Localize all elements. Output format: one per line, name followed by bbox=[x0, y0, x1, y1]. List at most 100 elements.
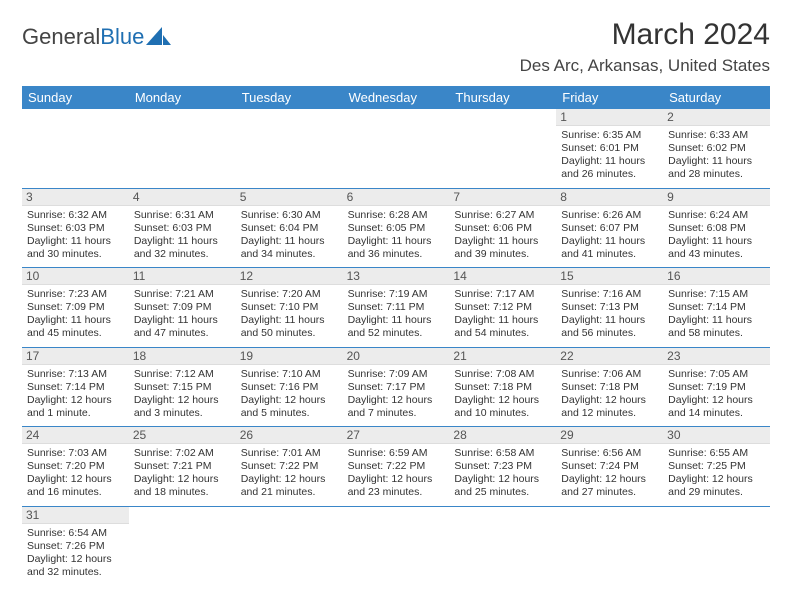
calendar-cell: 6Sunrise: 6:28 AMSunset: 6:05 PMDaylight… bbox=[343, 189, 450, 268]
daylight-text: Daylight: 12 hours and 10 minutes. bbox=[454, 394, 551, 420]
sunset-text: Sunset: 6:08 PM bbox=[668, 222, 765, 235]
day-number bbox=[236, 109, 343, 125]
day-number: 12 bbox=[236, 268, 343, 285]
sunset-text: Sunset: 7:26 PM bbox=[27, 540, 124, 553]
daylight-text: Daylight: 11 hours and 50 minutes. bbox=[241, 314, 338, 340]
day-details: Sunrise: 6:59 AMSunset: 7:22 PMDaylight:… bbox=[348, 447, 445, 500]
daylight-text: Daylight: 11 hours and 52 minutes. bbox=[348, 314, 445, 340]
daylight-text: Daylight: 11 hours and 36 minutes. bbox=[348, 235, 445, 261]
day-number bbox=[129, 507, 236, 523]
calendar-cell: 31Sunrise: 6:54 AMSunset: 7:26 PMDayligh… bbox=[22, 507, 129, 586]
dayname-cell: Monday bbox=[129, 86, 236, 109]
day-details: Sunrise: 6:55 AMSunset: 7:25 PMDaylight:… bbox=[668, 447, 765, 500]
daylight-text: Daylight: 12 hours and 12 minutes. bbox=[561, 394, 658, 420]
calendar-cell: 15 Sunrise: 7:16 AMSunset: 7:13 PMDayligh… bbox=[556, 268, 663, 347]
day-number: 17 bbox=[22, 348, 129, 365]
calendar-cell: 21Sunrise: 7:08 AMSunset: 7:18 PMDayligh… bbox=[449, 348, 556, 427]
brand-logo: GeneralBlue bbox=[22, 18, 172, 50]
sunrise-text: Sunrise: 6:26 AM bbox=[561, 209, 658, 222]
week-row: 1Sunrise: 6:35 AMSunset: 6:01 PMDaylight… bbox=[22, 109, 770, 189]
calendar-cell: 1Sunrise: 6:35 AMSunset: 6:01 PMDaylight… bbox=[556, 109, 663, 188]
sunrise-text: Sunrise: 6:55 AM bbox=[668, 447, 765, 460]
day-number bbox=[449, 109, 556, 125]
sunset-text: Sunset: 6:06 PM bbox=[454, 222, 551, 235]
page-title: March 2024 bbox=[520, 18, 770, 52]
calendar-cell bbox=[343, 109, 450, 188]
day-number: 23 bbox=[663, 348, 770, 365]
day-details: Sunrise: 6:35 AMSunset: 6:01 PMDaylight:… bbox=[561, 129, 658, 182]
day-number: 26 bbox=[236, 427, 343, 444]
daylight-text: Daylight: 11 hours and 34 minutes. bbox=[241, 235, 338, 261]
calendar-cell bbox=[449, 109, 556, 188]
sunset-text: Sunset: 7:13 PM bbox=[561, 301, 658, 314]
day-number: 28 bbox=[449, 427, 556, 444]
daylight-text: Daylight: 11 hours and 43 minutes. bbox=[668, 235, 765, 261]
sunset-text: Sunset: 7:12 PM bbox=[454, 301, 551, 314]
calendar-cell bbox=[129, 507, 236, 586]
day-details: Sunrise: 7:16 AMSunset: 7:13 PMDaylight:… bbox=[561, 288, 658, 341]
daylight-text: Daylight: 12 hours and 32 minutes. bbox=[27, 553, 124, 579]
calendar-cell: 2Sunrise: 6:33 AMSunset: 6:02 PMDaylight… bbox=[663, 109, 770, 188]
brand-part2: Blue bbox=[100, 24, 144, 50]
week-row: 3Sunrise: 6:32 AMSunset: 6:03 PMDaylight… bbox=[22, 189, 770, 269]
sunset-text: Sunset: 7:19 PM bbox=[668, 381, 765, 394]
dayname-cell: Thursday bbox=[449, 86, 556, 109]
sunrise-text: Sunrise: 6:24 AM bbox=[668, 209, 765, 222]
calendar-cell: 9Sunrise: 6:24 AMSunset: 6:08 PMDaylight… bbox=[663, 189, 770, 268]
sunset-text: Sunset: 6:03 PM bbox=[134, 222, 231, 235]
day-details: Sunrise: 7:17 AMSunset: 7:12 PMDaylight:… bbox=[454, 288, 551, 341]
calendar: SundayMondayTuesdayWednesdayThursdayFrid… bbox=[22, 86, 770, 585]
day-number: 24 bbox=[22, 427, 129, 444]
calendar-cell: 11Sunrise: 7:21 AMSunset: 7:09 PMDayligh… bbox=[129, 268, 236, 347]
day-details: Sunrise: 6:24 AMSunset: 6:08 PMDaylight:… bbox=[668, 209, 765, 262]
calendar-cell: 4Sunrise: 6:31 AMSunset: 6:03 PMDaylight… bbox=[129, 189, 236, 268]
day-number: 31 bbox=[22, 507, 129, 524]
daylight-text: Daylight: 12 hours and 27 minutes. bbox=[561, 473, 658, 499]
week-row: 10Sunrise: 7:23 AMSunset: 7:09 PMDayligh… bbox=[22, 268, 770, 348]
day-number: 19 bbox=[236, 348, 343, 365]
day-details: Sunrise: 7:01 AMSunset: 7:22 PMDaylight:… bbox=[241, 447, 338, 500]
day-details: Sunrise: 7:10 AMSunset: 7:16 PMDaylight:… bbox=[241, 368, 338, 421]
daylight-text: Daylight: 11 hours and 32 minutes. bbox=[134, 235, 231, 261]
day-number: 18 bbox=[129, 348, 236, 365]
sunset-text: Sunset: 7:23 PM bbox=[454, 460, 551, 473]
calendar-cell: 16Sunrise: 7:15 AMSunset: 7:14 PMDayligh… bbox=[663, 268, 770, 347]
sunset-text: Sunset: 7:14 PM bbox=[27, 381, 124, 394]
daylight-text: Daylight: 12 hours and 23 minutes. bbox=[348, 473, 445, 499]
sunset-text: Sunset: 7:22 PM bbox=[348, 460, 445, 473]
daylight-text: Daylight: 11 hours and 41 minutes. bbox=[561, 235, 658, 261]
calendar-cell: 18Sunrise: 7:12 AMSunset: 7:15 PMDayligh… bbox=[129, 348, 236, 427]
day-details: Sunrise: 7:20 AMSunset: 7:10 PMDaylight:… bbox=[241, 288, 338, 341]
sunrise-text: Sunrise: 6:59 AM bbox=[348, 447, 445, 460]
day-details: Sunrise: 7:05 AMSunset: 7:19 PMDaylight:… bbox=[668, 368, 765, 421]
sunset-text: Sunset: 7:18 PM bbox=[561, 381, 658, 394]
dayname-cell: Tuesday bbox=[236, 86, 343, 109]
sunrise-text: Sunrise: 7:20 AM bbox=[241, 288, 338, 301]
calendar-cell: 3Sunrise: 6:32 AMSunset: 6:03 PMDaylight… bbox=[22, 189, 129, 268]
sunrise-text: Sunrise: 7:05 AM bbox=[668, 368, 765, 381]
sunset-text: Sunset: 6:04 PM bbox=[241, 222, 338, 235]
day-number: 5 bbox=[236, 189, 343, 206]
day-number: 15 bbox=[556, 268, 663, 285]
sunrise-text: Sunrise: 7:17 AM bbox=[454, 288, 551, 301]
calendar-cell: 10Sunrise: 7:23 AMSunset: 7:09 PMDayligh… bbox=[22, 268, 129, 347]
day-details: Sunrise: 7:08 AMSunset: 7:18 PMDaylight:… bbox=[454, 368, 551, 421]
sunset-text: Sunset: 7:24 PM bbox=[561, 460, 658, 473]
calendar-cell: 26 Sunrise: 7:01 AMSunset: 7:22 PMDayligh… bbox=[236, 427, 343, 506]
daylight-text: Daylight: 12 hours and 7 minutes. bbox=[348, 394, 445, 420]
sunrise-text: Sunrise: 6:56 AM bbox=[561, 447, 658, 460]
sunset-text: Sunset: 7:17 PM bbox=[348, 381, 445, 394]
week-row: 31Sunrise: 6:54 AMSunset: 7:26 PMDayligh… bbox=[22, 507, 770, 586]
sunrise-text: Sunrise: 7:03 AM bbox=[27, 447, 124, 460]
day-number: 14 bbox=[449, 268, 556, 285]
sunrise-text: Sunrise: 6:33 AM bbox=[668, 129, 765, 142]
calendar-cell bbox=[129, 109, 236, 188]
sunrise-text: Sunrise: 6:32 AM bbox=[27, 209, 124, 222]
sunrise-text: Sunrise: 7:09 AM bbox=[348, 368, 445, 381]
day-number: 10 bbox=[22, 268, 129, 285]
sunset-text: Sunset: 7:09 PM bbox=[134, 301, 231, 314]
dayname-cell: Wednesday bbox=[343, 86, 450, 109]
daylight-text: Daylight: 11 hours and 47 minutes. bbox=[134, 314, 231, 340]
sunset-text: Sunset: 6:01 PM bbox=[561, 142, 658, 155]
day-number bbox=[343, 507, 450, 523]
